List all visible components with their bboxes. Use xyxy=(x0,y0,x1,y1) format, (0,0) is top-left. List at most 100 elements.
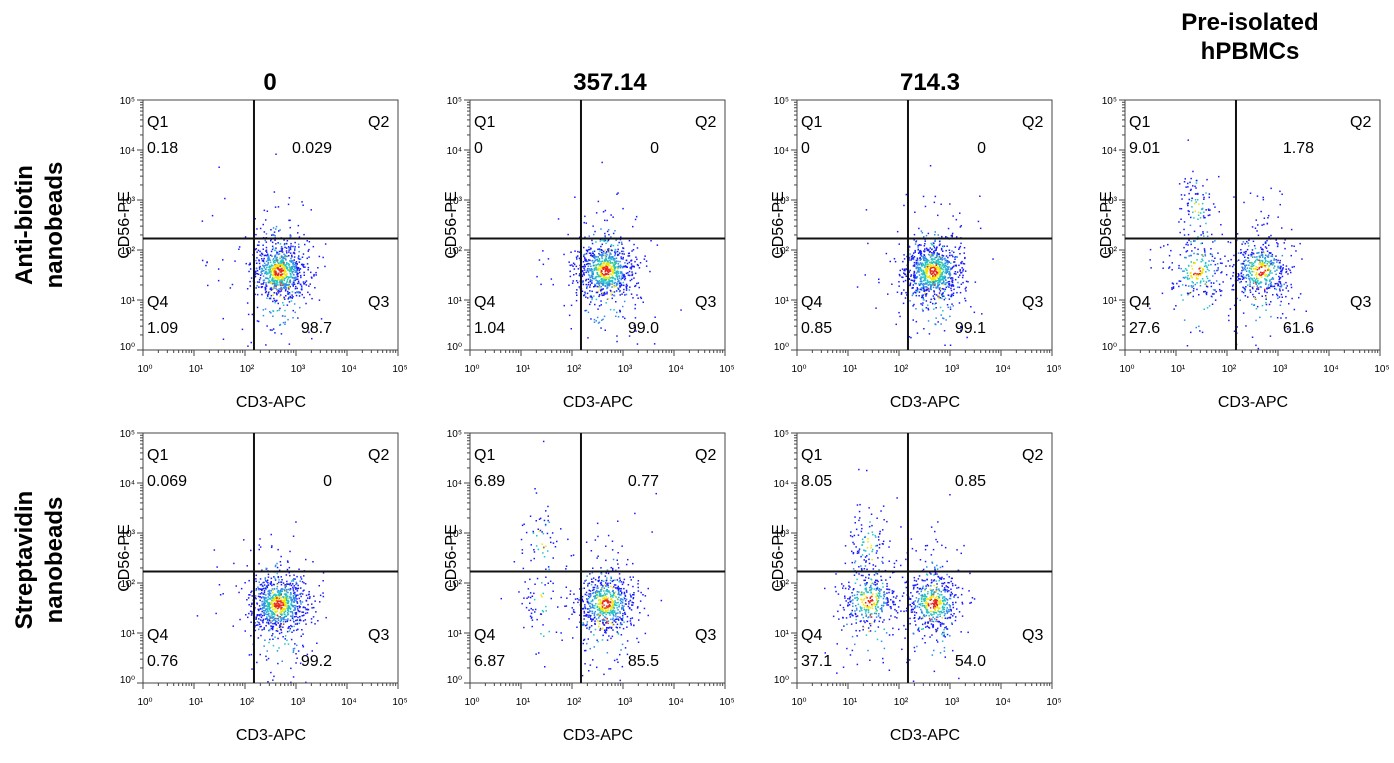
event-point xyxy=(1277,298,1279,300)
event-point xyxy=(934,252,936,254)
event-point xyxy=(1306,311,1308,313)
event-point xyxy=(914,274,916,276)
event-point xyxy=(1226,274,1228,276)
event-point xyxy=(934,202,936,204)
event-point xyxy=(591,271,593,273)
event-point xyxy=(272,280,274,282)
event-point xyxy=(261,294,263,296)
event-point xyxy=(920,267,922,269)
event-point xyxy=(258,637,260,639)
event-point xyxy=(621,276,623,278)
event-point xyxy=(614,252,616,254)
event-point xyxy=(288,589,290,591)
event-point xyxy=(1248,265,1250,267)
event-point xyxy=(927,260,929,262)
event-point xyxy=(292,605,294,607)
event-point xyxy=(268,642,270,644)
event-point xyxy=(274,618,276,620)
event-point xyxy=(283,239,285,241)
event-point xyxy=(953,305,955,307)
event-point xyxy=(1211,260,1213,262)
event-point xyxy=(935,307,937,309)
event-point xyxy=(922,309,924,311)
event-point xyxy=(599,285,601,287)
event-point xyxy=(953,293,955,295)
event-point xyxy=(1272,264,1274,266)
event-point xyxy=(918,271,920,273)
event-point xyxy=(1214,273,1216,275)
event-point xyxy=(1251,266,1253,268)
event-point xyxy=(1195,201,1197,203)
event-point xyxy=(630,280,632,282)
event-point xyxy=(1206,281,1208,283)
event-point xyxy=(945,262,947,264)
event-point xyxy=(601,249,603,251)
event-point xyxy=(1255,345,1257,347)
event-point xyxy=(597,292,599,294)
event-point xyxy=(277,663,279,665)
event-point xyxy=(1261,276,1263,278)
event-point xyxy=(296,576,298,578)
event-point xyxy=(1272,277,1274,279)
event-point xyxy=(280,561,282,563)
event-point xyxy=(636,283,638,285)
event-point xyxy=(262,607,264,609)
event-point xyxy=(270,593,272,595)
event-point xyxy=(1210,253,1212,255)
event-point xyxy=(903,205,905,207)
event-point xyxy=(272,617,274,619)
event-point xyxy=(294,585,296,587)
event-point xyxy=(248,314,250,316)
event-point xyxy=(598,322,600,324)
event-point xyxy=(923,236,925,238)
event-point xyxy=(588,312,590,314)
event-point xyxy=(960,243,962,245)
event-point xyxy=(258,609,260,611)
event-point xyxy=(589,270,591,272)
event-point xyxy=(897,292,899,294)
event-point xyxy=(266,298,268,300)
event-point xyxy=(1217,267,1219,269)
event-point xyxy=(295,521,297,523)
event-point xyxy=(291,602,293,604)
event-point xyxy=(1281,285,1283,287)
event-point xyxy=(282,302,284,304)
event-point xyxy=(1246,275,1248,277)
event-point xyxy=(1180,281,1182,283)
event-point xyxy=(631,279,633,281)
event-point xyxy=(633,277,635,279)
event-point xyxy=(945,289,947,291)
event-point xyxy=(584,266,586,268)
event-point xyxy=(268,255,270,257)
event-point xyxy=(298,611,300,613)
event-point xyxy=(947,264,949,266)
event-point xyxy=(280,581,282,583)
event-point xyxy=(636,216,638,218)
event-point xyxy=(624,318,626,320)
event-point xyxy=(274,594,276,596)
event-point xyxy=(1284,248,1286,250)
event-point xyxy=(604,233,606,235)
event-point xyxy=(300,596,302,598)
event-point xyxy=(913,319,915,321)
event-point xyxy=(933,251,935,253)
event-point xyxy=(1257,224,1259,226)
event-point xyxy=(293,310,295,312)
event-point xyxy=(624,276,626,278)
event-point xyxy=(319,299,321,301)
event-point xyxy=(1203,291,1205,293)
event-point xyxy=(626,289,628,291)
y-axis-label: CD56-PE xyxy=(116,165,134,285)
event-point xyxy=(597,264,599,266)
event-point xyxy=(320,595,322,597)
event-point xyxy=(938,282,940,284)
event-point xyxy=(1171,289,1173,291)
event-point xyxy=(260,584,262,586)
event-point xyxy=(268,292,270,294)
event-point xyxy=(951,250,953,252)
event-point xyxy=(630,267,632,269)
event-point xyxy=(923,257,925,259)
event-point xyxy=(268,622,270,624)
event-point xyxy=(306,608,308,610)
event-point xyxy=(277,650,279,652)
